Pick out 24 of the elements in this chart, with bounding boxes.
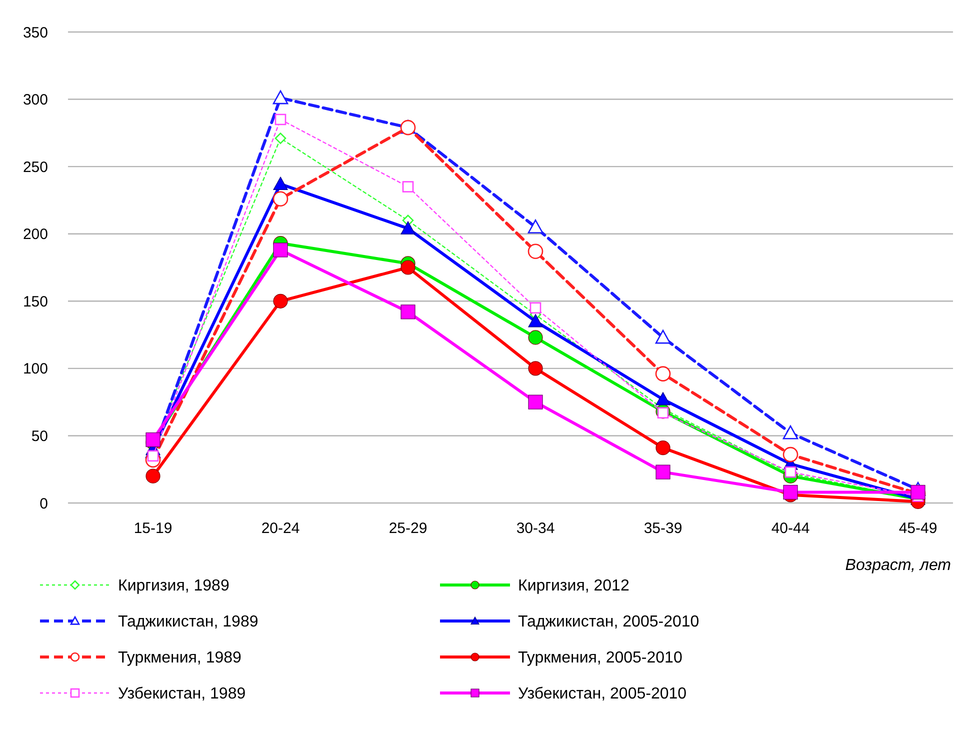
y-tick-label: 350 <box>22 24 48 42</box>
y-tick-label: 100 <box>22 360 48 378</box>
y-tick-label: 200 <box>22 226 48 244</box>
x-tick-label: 20-24 <box>261 520 300 537</box>
legend-label: Таджикистан, 1989 <box>118 614 258 631</box>
x-axis-title: Возраст, лет <box>845 557 951 574</box>
legend-label: Киргизия, 1989 <box>118 578 230 595</box>
x-tick-label: 15-19 <box>134 520 172 537</box>
legend-label: Туркмения, 1989 <box>118 650 242 667</box>
legend-label: Узбекистан, 2005-2010 <box>518 686 687 703</box>
y-tick-label: 50 <box>31 428 48 445</box>
x-tick-label: 30-34 <box>516 520 555 537</box>
legend-label: Узбекистан, 1989 <box>118 686 246 703</box>
y-tick-label: 150 <box>22 293 48 310</box>
y-tick-label: 300 <box>22 92 48 109</box>
y-tick-label: 0 <box>40 495 48 512</box>
legend-label: Таджикистан, 2005-2010 <box>518 614 700 631</box>
x-tick-label: 35-39 <box>644 520 682 537</box>
y-tick-label: 250 <box>22 158 48 176</box>
legend-label: Туркмения, 2005-2010 <box>518 650 682 667</box>
x-tick-label: 45-49 <box>898 520 938 537</box>
legend-label: Киргизия, 2012 <box>518 578 630 595</box>
x-tick-label: 25-29 <box>388 520 428 537</box>
x-tick-label: 40-44 <box>771 520 810 537</box>
